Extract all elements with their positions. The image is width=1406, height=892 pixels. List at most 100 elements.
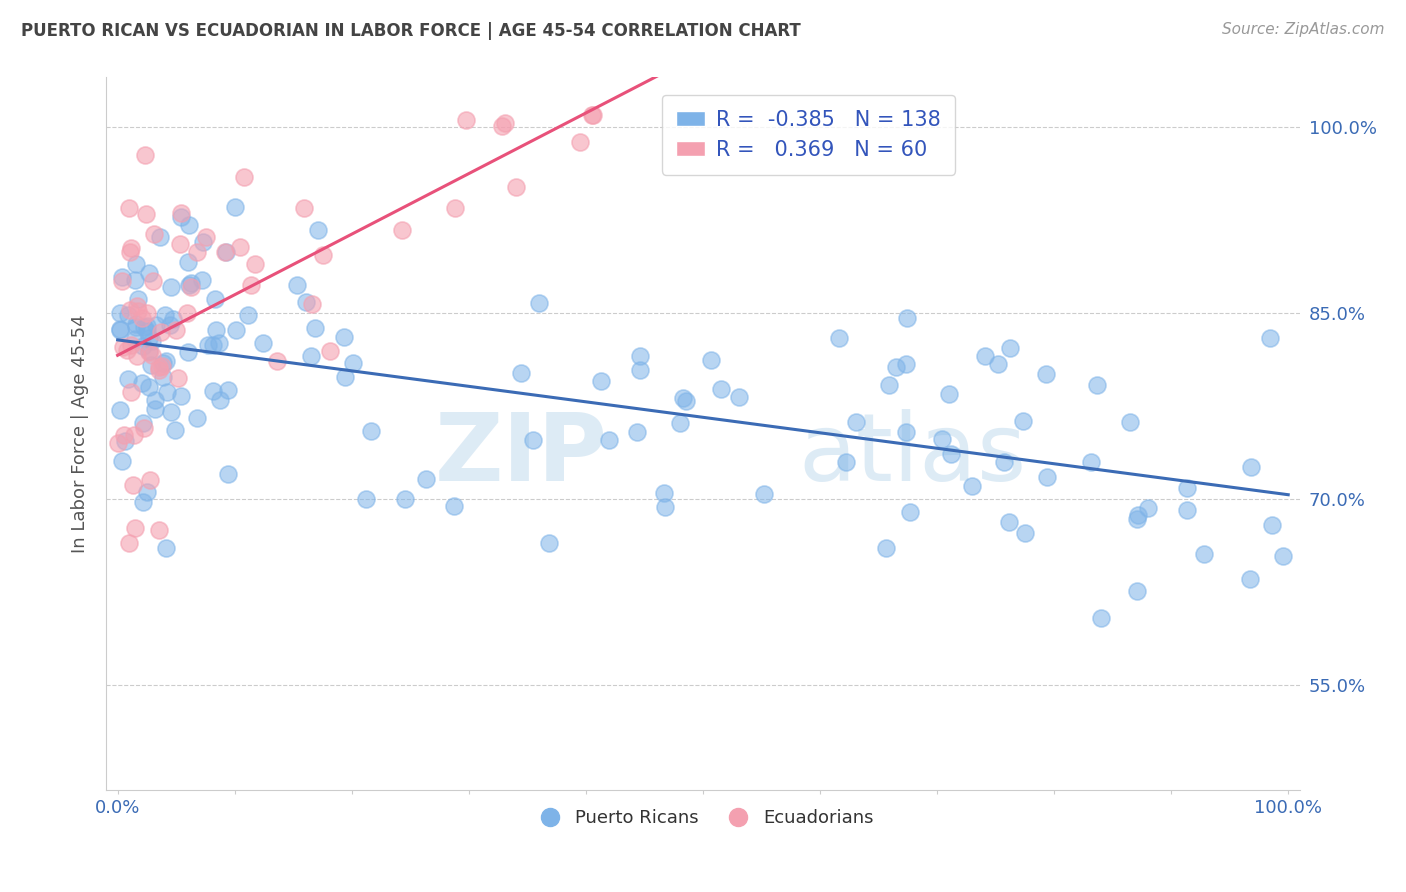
Point xyxy=(165,323,187,337)
Point xyxy=(710,382,733,396)
Point xyxy=(134,421,156,435)
Point xyxy=(1125,584,1147,599)
Point xyxy=(124,273,146,287)
Point xyxy=(138,331,160,345)
Point xyxy=(195,229,218,244)
Point xyxy=(266,354,288,368)
Point xyxy=(1118,415,1140,429)
Point xyxy=(394,492,416,507)
Point xyxy=(145,392,167,407)
Point xyxy=(1271,549,1294,563)
Point xyxy=(165,423,187,437)
Point xyxy=(204,292,226,306)
Point xyxy=(1036,470,1059,484)
Point xyxy=(141,348,163,362)
Point xyxy=(1035,368,1057,382)
Point xyxy=(124,332,146,346)
Point xyxy=(444,202,467,216)
Point xyxy=(208,393,231,408)
Point xyxy=(1125,512,1147,526)
Point xyxy=(333,330,356,344)
Point xyxy=(138,380,160,394)
Point xyxy=(169,236,191,251)
Point xyxy=(120,384,142,399)
Point xyxy=(160,280,183,294)
Point xyxy=(160,405,183,419)
Point xyxy=(110,306,132,320)
Point xyxy=(886,359,908,374)
Point xyxy=(127,293,149,307)
Text: atlas: atlas xyxy=(799,409,1026,501)
Point xyxy=(170,211,193,225)
Point xyxy=(155,541,177,555)
Point xyxy=(131,376,153,390)
Point xyxy=(239,278,262,293)
Point xyxy=(1090,611,1112,625)
Point xyxy=(1192,547,1215,561)
Point xyxy=(135,207,157,221)
Point xyxy=(896,311,918,326)
Point xyxy=(120,337,142,351)
Point xyxy=(114,434,136,449)
Point xyxy=(333,370,356,384)
Point xyxy=(115,343,138,358)
Point xyxy=(285,277,308,292)
Point xyxy=(118,244,141,259)
Point xyxy=(112,427,135,442)
Point xyxy=(118,535,141,549)
Point xyxy=(1258,331,1281,345)
Point xyxy=(180,276,202,290)
Point xyxy=(877,378,900,392)
Point xyxy=(150,325,173,339)
Point xyxy=(197,338,219,352)
Point xyxy=(155,384,177,399)
Point xyxy=(145,401,167,416)
Point xyxy=(149,230,172,244)
Point xyxy=(295,295,318,310)
Point xyxy=(125,349,148,363)
Point xyxy=(845,415,868,429)
Point xyxy=(110,402,132,417)
Point xyxy=(117,372,139,386)
Point xyxy=(589,375,612,389)
Point xyxy=(931,432,953,446)
Point xyxy=(415,472,437,486)
Point xyxy=(292,201,315,215)
Point xyxy=(225,323,247,337)
Point xyxy=(125,317,148,331)
Point xyxy=(111,453,134,467)
Point xyxy=(179,277,201,292)
Point xyxy=(111,274,134,288)
Point xyxy=(159,318,181,332)
Point xyxy=(122,427,145,442)
Point xyxy=(304,321,326,335)
Text: Source: ZipAtlas.com: Source: ZipAtlas.com xyxy=(1222,22,1385,37)
Point xyxy=(993,455,1015,469)
Point xyxy=(142,227,165,241)
Point xyxy=(186,244,208,259)
Point xyxy=(236,308,259,322)
Point xyxy=(675,394,697,409)
Point xyxy=(120,241,142,255)
Point xyxy=(312,248,335,262)
Point xyxy=(167,371,190,385)
Point xyxy=(494,116,516,130)
Point xyxy=(121,477,143,491)
Point xyxy=(828,331,851,345)
Point xyxy=(217,467,239,481)
Point xyxy=(136,325,159,339)
Point xyxy=(941,447,963,461)
Point xyxy=(186,410,208,425)
Point xyxy=(229,239,252,253)
Point xyxy=(131,416,153,430)
Point xyxy=(443,499,465,513)
Point xyxy=(177,255,200,269)
Point xyxy=(153,308,176,322)
Point xyxy=(1085,377,1108,392)
Point xyxy=(1012,414,1035,428)
Point xyxy=(141,334,163,349)
Point xyxy=(1240,460,1263,475)
Point xyxy=(111,340,134,354)
Point xyxy=(191,235,214,249)
Point xyxy=(125,299,148,313)
